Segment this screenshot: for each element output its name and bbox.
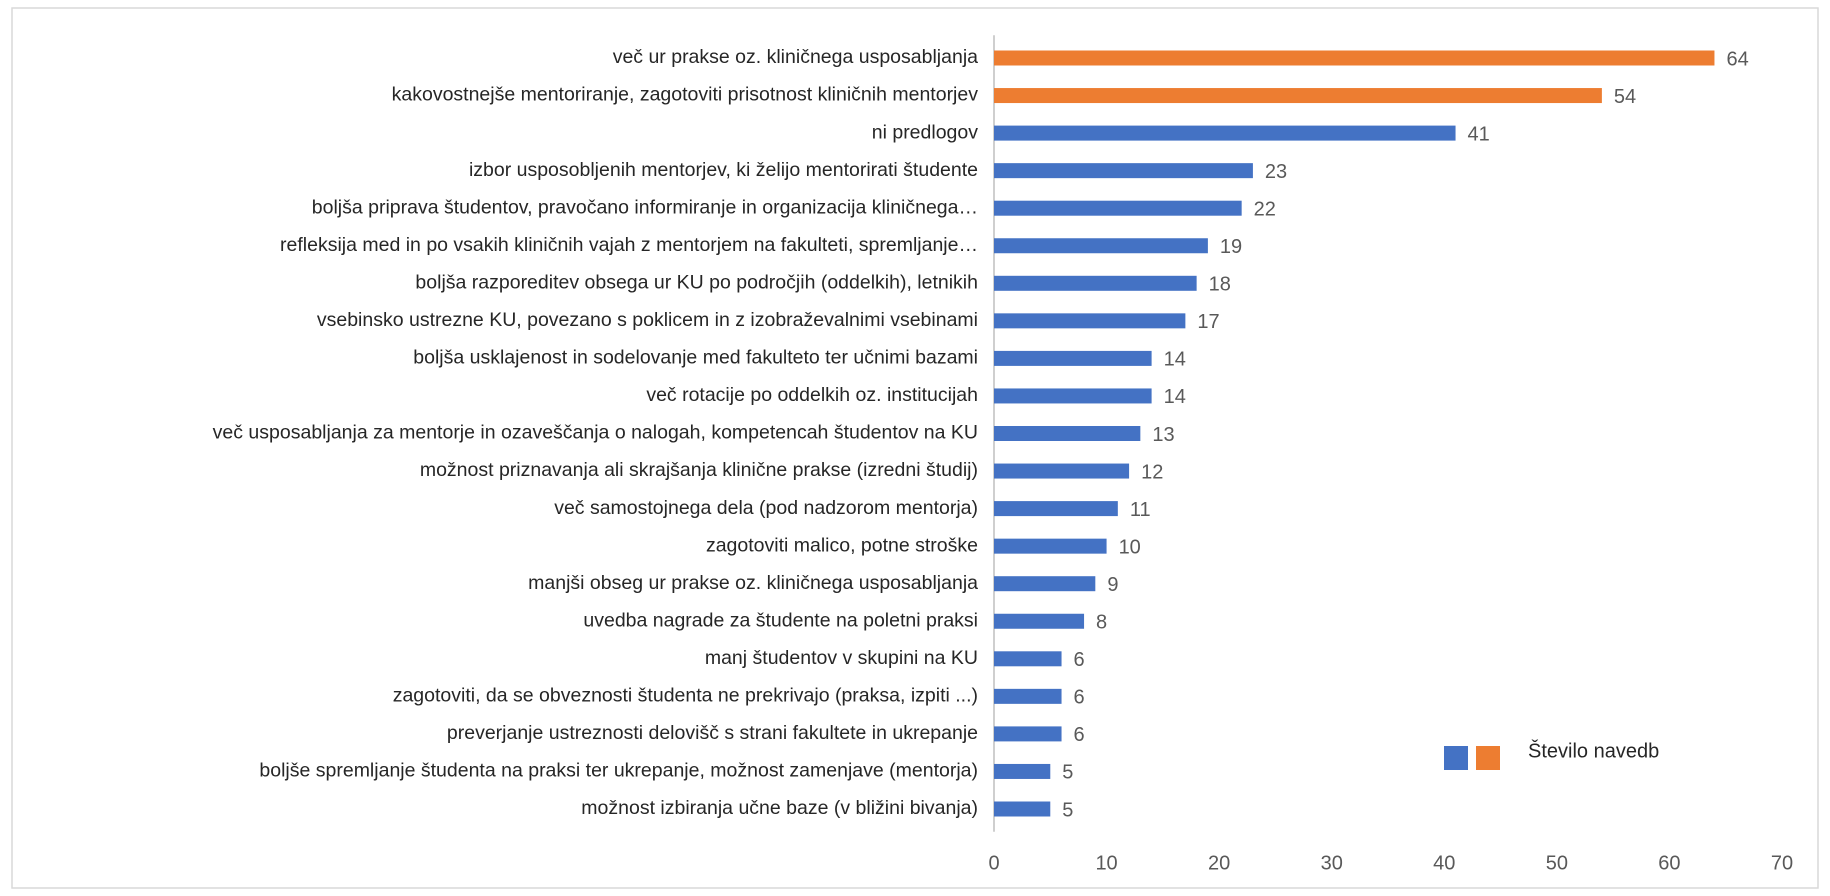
value-label: 14: [1164, 386, 1186, 408]
bar: [994, 238, 1208, 254]
value-label: 54: [1614, 86, 1636, 108]
bar: [994, 163, 1253, 179]
category-label: preverjanje ustreznosti delovišč s stran…: [447, 722, 978, 744]
x-tick-label: 50: [1546, 852, 1568, 874]
category-label: manj študentov v skupini na KU: [705, 647, 978, 669]
x-tick-label: 30: [1321, 852, 1343, 874]
bar: [994, 200, 1242, 216]
value-label: 6: [1074, 724, 1085, 746]
bar: [994, 538, 1107, 554]
bar: [994, 426, 1141, 441]
value-label: 14: [1164, 349, 1186, 371]
x-tick-label: 20: [1208, 852, 1230, 874]
bar: [994, 463, 1130, 479]
category-label: boljša usklajenost in sodelovanje med fa…: [413, 347, 978, 369]
bar: [994, 688, 1062, 704]
value-label: 41: [1468, 123, 1490, 145]
category-label: vsebinsko ustrezne KU, povezano s poklic…: [317, 309, 978, 331]
value-label: 13: [1152, 424, 1174, 446]
bar: [994, 275, 1197, 291]
bar: [994, 50, 1715, 66]
category-label: možnost priznavanja ali skrajšanja klini…: [420, 459, 978, 481]
category-label: kakovostnejše mentoriranje, zagotoviti p…: [392, 84, 979, 106]
value-label: 22: [1254, 198, 1276, 220]
chart-border: [11, 7, 1819, 889]
category-label: ni predlogov: [872, 121, 978, 143]
bar: [994, 576, 1096, 592]
legend-label: Število navedb: [1528, 739, 1659, 762]
bar: [994, 651, 1062, 667]
category-label: uvedba nagrade za študente na poletni pr…: [583, 609, 978, 631]
value-label: 5: [1062, 762, 1073, 784]
x-tick-label: 10: [1095, 852, 1117, 874]
category-label: zagotoviti, da se obveznosti študenta ne…: [393, 685, 978, 707]
value-label: 10: [1119, 536, 1141, 558]
bar: [994, 350, 1152, 366]
bar: [994, 388, 1152, 404]
value-label: 19: [1220, 236, 1242, 258]
bar: [994, 801, 1051, 817]
x-tick-label: 0: [988, 852, 999, 874]
bar: [994, 313, 1186, 329]
value-label: 17: [1197, 311, 1219, 333]
category-label: boljša priprava študentov, pravočano inf…: [312, 196, 978, 218]
legend-swatch: [1476, 746, 1500, 770]
value-label: 6: [1074, 649, 1085, 671]
value-label: 12: [1141, 461, 1163, 483]
value-label: 11: [1130, 499, 1151, 521]
category-label: refleksija med in po vsakih kliničnih va…: [280, 234, 978, 256]
value-label: 23: [1265, 161, 1287, 183]
x-tick-label: 70: [1771, 852, 1793, 874]
value-label: 6: [1074, 687, 1085, 709]
category-label: več rotacije po oddelkih oz. institucija…: [646, 384, 978, 406]
value-label: 18: [1209, 274, 1231, 296]
category-label: možnost izbiranja učne baze (v bližini b…: [581, 797, 978, 819]
category-label: manjši obseg ur prakse oz. kliničnega us…: [528, 572, 978, 594]
x-tick-label: 40: [1433, 852, 1455, 874]
bar: [994, 88, 1602, 104]
category-label: izbor usposobljenih mentorjev, ki želijo…: [469, 159, 978, 181]
category-label: več usposabljanja za mentorje in ozavešč…: [213, 422, 978, 444]
legend-swatch: [1444, 746, 1468, 770]
value-label: 5: [1062, 799, 1073, 821]
value-label: 8: [1096, 612, 1107, 634]
bar: [994, 763, 1051, 779]
category-label: zagotoviti malico, potne stroške: [706, 534, 978, 556]
category-label: boljša razporeditev obsega ur KU po podr…: [415, 271, 978, 293]
category-label: več ur prakse oz. kliničnega usposabljan…: [613, 46, 978, 68]
category-label: več samostojnega dela (pod nadzorom ment…: [554, 497, 978, 519]
value-label: 9: [1107, 574, 1118, 596]
bar: [994, 613, 1085, 629]
category-label: boljše spremljanje študenta na praksi te…: [259, 760, 978, 782]
x-tick-label: 60: [1658, 852, 1680, 874]
bar: [994, 125, 1456, 141]
value-label: 64: [1726, 48, 1748, 70]
bar: [994, 501, 1118, 517]
bar: [994, 726, 1062, 742]
